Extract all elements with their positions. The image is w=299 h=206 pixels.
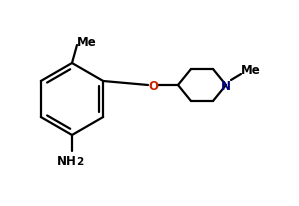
Text: 2: 2 (76, 156, 84, 166)
Text: Me: Me (77, 36, 97, 49)
Text: Me: Me (241, 63, 261, 76)
Text: O: O (148, 79, 158, 92)
Text: NH: NH (57, 155, 77, 168)
Text: N: N (221, 79, 231, 92)
